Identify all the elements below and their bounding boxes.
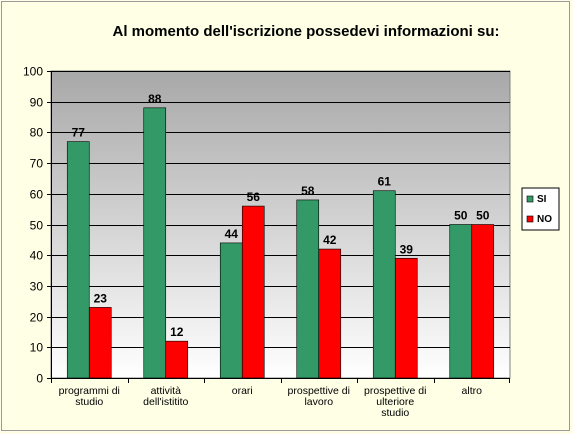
axes: 0 10 20 30 40 50 60 70 80 90 100 [23, 65, 510, 386]
y-tick-label: 20 [30, 311, 44, 325]
y-tick-label: 30 [30, 280, 44, 294]
legend-label-no: NO [537, 214, 552, 225]
bar-si [143, 107, 167, 379]
y-tick-label: 70 [30, 157, 44, 171]
legend-label-si: SI [537, 194, 547, 205]
data-label: 23 [94, 291, 108, 305]
x-category-label: attività [151, 385, 182, 397]
x-category-label: prospettive di [288, 385, 350, 397]
x-category-label: altro [462, 385, 483, 397]
legend-swatch-no [526, 215, 534, 223]
x-category-label: lavoro [304, 396, 333, 408]
x-category-label: ulteriore [376, 396, 414, 408]
y-tick-label: 80 [30, 126, 44, 140]
bar-si [449, 224, 473, 379]
y-tick-label: 90 [30, 96, 44, 110]
x-category-label: studio [381, 407, 409, 419]
data-label: 58 [301, 184, 315, 198]
bar-no [471, 224, 495, 379]
y-tick-label: 40 [30, 249, 44, 263]
y-tick-label: 60 [30, 188, 44, 202]
bar-no [241, 205, 265, 379]
data-label: 12 [170, 325, 184, 339]
y-tick-label: 0 [36, 372, 43, 386]
bar-si [66, 141, 90, 379]
y-tick-label: 100 [23, 65, 43, 79]
data-label: 42 [323, 233, 337, 247]
data-label: 61 [378, 175, 392, 189]
gridlines [51, 71, 510, 348]
data-label: 39 [400, 242, 414, 256]
x-category-label: orari [232, 385, 253, 397]
data-label: 88 [148, 92, 162, 106]
data-label: 77 [72, 126, 86, 140]
legend-box [521, 187, 560, 231]
legend: SI NO [521, 187, 560, 231]
bar-si [219, 242, 243, 379]
data-label: 50 [476, 209, 490, 223]
bars [66, 107, 495, 379]
data-label: 50 [454, 209, 468, 223]
y-tick-label: 50 [30, 219, 44, 233]
bar-si [296, 199, 320, 379]
bar-no [394, 257, 418, 379]
y-tick-label: 10 [30, 341, 44, 355]
bar-no [165, 340, 189, 379]
x-category-label: programmi di [59, 385, 120, 397]
bar-no [88, 307, 112, 379]
x-category-label: studio [75, 396, 103, 408]
legend-swatch-si [526, 195, 534, 203]
data-label: 56 [247, 190, 261, 204]
x-category-label: prospettive di [364, 385, 426, 397]
x-category-label: dell'istitito [143, 396, 188, 408]
plot-area [50, 70, 511, 379]
bar-no [318, 248, 342, 379]
chart-title: Al momento dell'iscrizione possedevi inf… [113, 23, 500, 40]
bar-si [372, 190, 396, 379]
data-label: 44 [225, 227, 239, 241]
